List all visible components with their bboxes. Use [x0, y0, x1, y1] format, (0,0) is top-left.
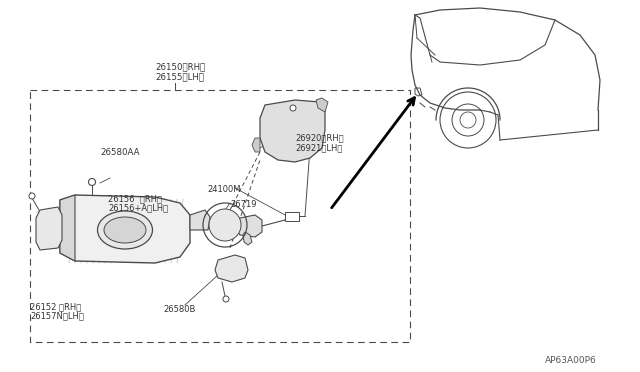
Ellipse shape: [104, 217, 146, 243]
Polygon shape: [215, 255, 248, 282]
Circle shape: [209, 209, 241, 241]
Text: AP63A00P6: AP63A00P6: [545, 356, 596, 365]
Polygon shape: [316, 98, 328, 112]
Polygon shape: [60, 195, 190, 263]
Text: 26920〈RH〉: 26920〈RH〉: [295, 133, 344, 142]
Text: 26156+A〈LH〉: 26156+A〈LH〉: [108, 203, 168, 212]
Polygon shape: [252, 138, 260, 152]
Ellipse shape: [97, 211, 152, 249]
Circle shape: [88, 179, 95, 186]
Text: 26580B: 26580B: [163, 305, 195, 314]
Polygon shape: [243, 232, 252, 245]
Bar: [285, 212, 299, 221]
Text: 26155〈LH〉: 26155〈LH〉: [155, 72, 204, 81]
Text: 26580AA: 26580AA: [100, 148, 140, 157]
Circle shape: [29, 193, 35, 199]
Polygon shape: [60, 195, 75, 261]
Text: 26150〈RH〉: 26150〈RH〉: [155, 62, 205, 71]
Polygon shape: [260, 100, 325, 162]
Circle shape: [290, 105, 296, 111]
Circle shape: [223, 296, 229, 302]
Text: 26719: 26719: [230, 200, 257, 209]
Polygon shape: [235, 215, 262, 237]
Text: 26152 〈RH〉: 26152 〈RH〉: [30, 302, 81, 311]
Polygon shape: [36, 207, 62, 250]
Text: 26156  〈RH〉: 26156 〈RH〉: [108, 194, 162, 203]
Text: 24100M: 24100M: [207, 185, 241, 194]
Text: 26157N〈LH〉: 26157N〈LH〉: [30, 311, 84, 320]
Text: 26921〈LH〉: 26921〈LH〉: [295, 143, 342, 152]
Polygon shape: [190, 210, 210, 230]
Bar: [30, 90, 410, 342]
